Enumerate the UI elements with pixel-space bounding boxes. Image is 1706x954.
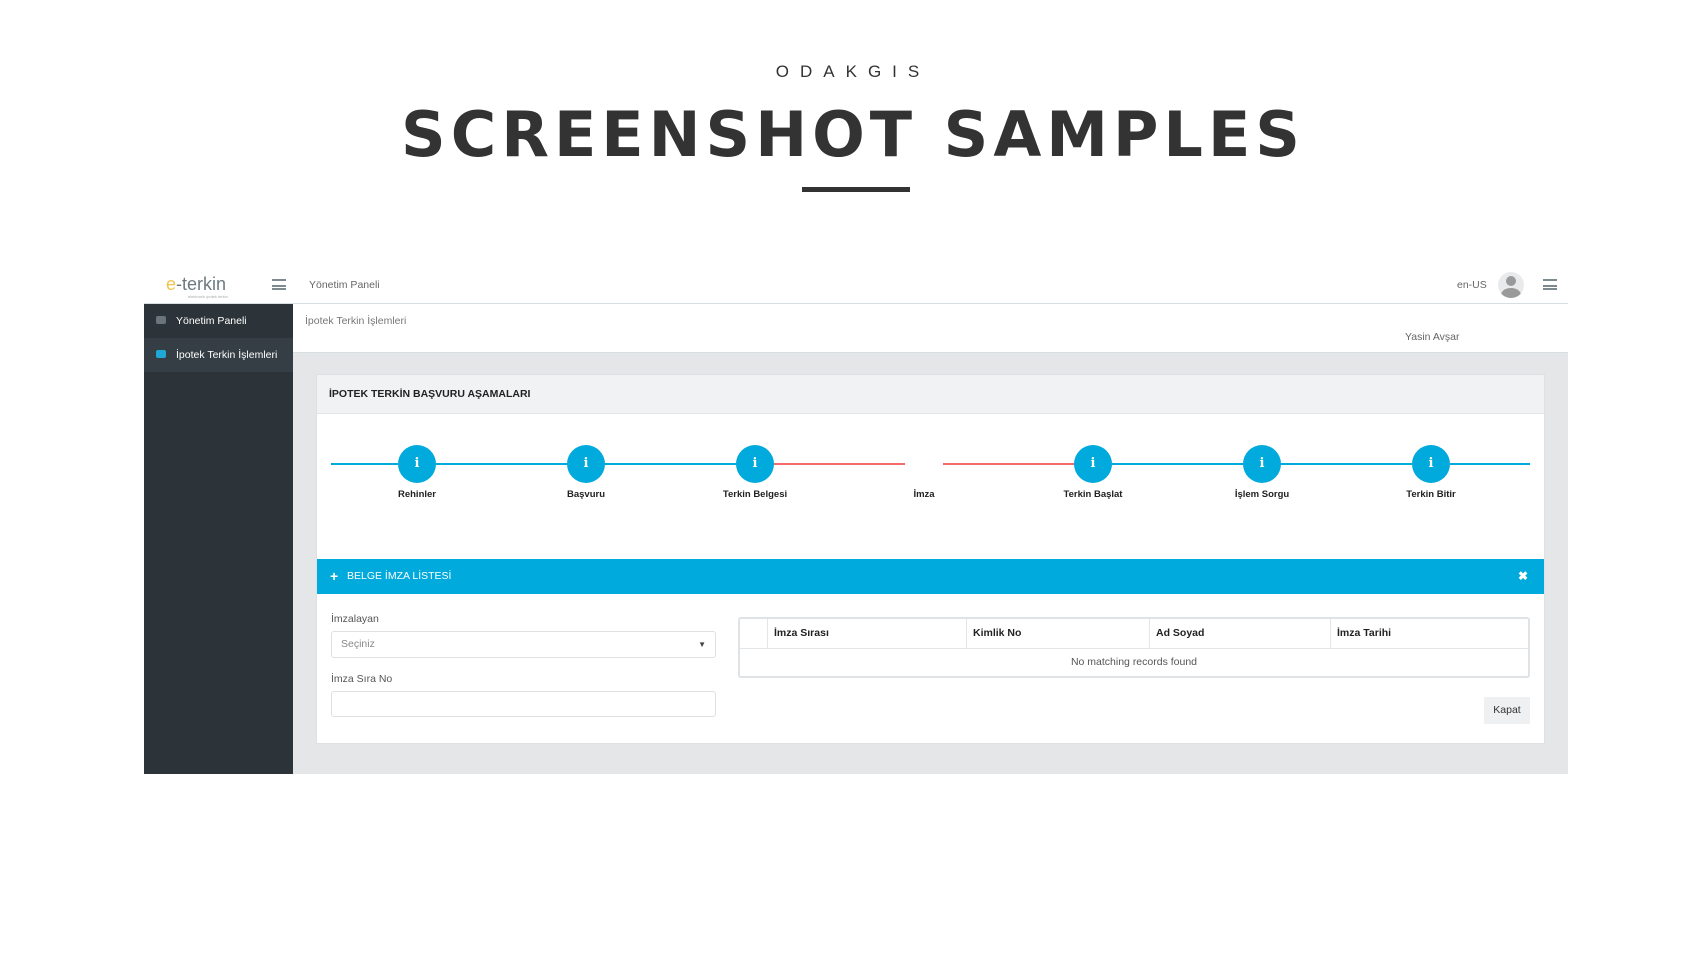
step-info-icon[interactable]: i bbox=[398, 445, 436, 483]
order-label: İmza Sıra No bbox=[331, 673, 393, 685]
step-label: İşlem Sorgu bbox=[1234, 489, 1290, 500]
step-info-icon[interactable]: i bbox=[1074, 445, 1112, 483]
sidebar-item-yonetim-paneli[interactable]: Yönetim Paneli bbox=[144, 304, 293, 338]
close-icon[interactable]: ✖ bbox=[1517, 569, 1528, 583]
logo[interactable]: e-terkin elektronik ipotek terkin bbox=[166, 274, 228, 299]
title-underline bbox=[802, 187, 910, 192]
card-title: İPOTEK TERKİN BAŞVURU AŞAMALARI bbox=[317, 375, 1544, 414]
order-input[interactable] bbox=[331, 691, 716, 717]
top-header: e-terkin elektronik ipotek terkin Yönetim… bbox=[144, 266, 1568, 304]
step-label: Terkin Başlat bbox=[1063, 489, 1123, 500]
app-window: e-terkin elektronik ipotek terkin Yönetim… bbox=[144, 266, 1568, 774]
stepper-line bbox=[331, 463, 417, 465]
column-header[interactable]: Ad Soyad bbox=[1149, 619, 1330, 648]
list-icon bbox=[156, 350, 166, 358]
locale-selector[interactable]: en-US bbox=[1457, 279, 1487, 291]
sidebar: Yönetim Paneli İpotek Terkin İşlemleri bbox=[144, 304, 293, 774]
sidebar-item-ipotek-terkin[interactable]: İpotek Terkin İşlemleri bbox=[144, 338, 293, 372]
stages-card: İPOTEK TERKİN BAŞVURU AŞAMALARI + BELGE … bbox=[316, 374, 1545, 744]
stepper-line bbox=[924, 463, 1093, 465]
empty-message: No matching records found bbox=[1070, 656, 1198, 668]
stepper-line bbox=[755, 463, 924, 465]
step-label: İmza bbox=[913, 489, 935, 500]
sidebar-toggle-icon[interactable] bbox=[272, 279, 286, 290]
panel-title: BELGE İMZA LİSTESİ bbox=[347, 570, 452, 582]
signature-table: İmza Sırası Kimlik No Ad Soyad İmza Tari… bbox=[738, 617, 1530, 678]
step-label: Terkin Bitir bbox=[1406, 489, 1456, 500]
stepper-line bbox=[417, 463, 586, 465]
breadcrumb[interactable]: İpotek Terkin İşlemleri bbox=[305, 315, 407, 327]
step-info-icon[interactable]: i bbox=[567, 445, 605, 483]
stepper-line bbox=[1093, 463, 1262, 465]
step-info-icon[interactable]: i bbox=[736, 445, 774, 483]
stepper-line bbox=[1431, 463, 1530, 465]
stepper-line bbox=[1262, 463, 1431, 465]
user-name: Yasin Avşar bbox=[1405, 331, 1460, 343]
step-label: Başvuru bbox=[566, 489, 605, 500]
plus-icon[interactable]: + bbox=[330, 568, 339, 584]
avatar[interactable] bbox=[1498, 272, 1524, 298]
signer-select[interactable]: Seçiniz ▼ bbox=[331, 631, 716, 658]
close-button[interactable]: Kapat bbox=[1484, 697, 1530, 724]
breadcrumb-bar: İpotek Terkin İşlemleri Yasin Avşar bbox=[293, 304, 1568, 353]
menu-icon[interactable] bbox=[1543, 279, 1557, 290]
column-header[interactable]: İmza Sırası bbox=[767, 619, 967, 648]
sidebar-item-label: Yönetim Paneli bbox=[176, 315, 247, 327]
dashboard-icon bbox=[156, 316, 166, 324]
select-value: Seçiniz bbox=[341, 638, 375, 650]
caret-down-icon: ▼ bbox=[698, 640, 706, 649]
stepper-line bbox=[586, 463, 755, 465]
column-header[interactable]: İmza Tarihi bbox=[1330, 619, 1528, 648]
header-breadcrumb[interactable]: Yönetim Paneli bbox=[309, 279, 380, 291]
banner-title: SCREENSHOT SAMPLES bbox=[401, 98, 1305, 171]
banner-subtitle: ODAKGIS bbox=[775, 62, 931, 81]
signature-list-panel-header[interactable]: + BELGE İMZA LİSTESİ ✖ bbox=[317, 559, 1544, 594]
step-info-icon[interactable]: i bbox=[1412, 445, 1450, 483]
step-user-icon[interactable]: 👤 bbox=[905, 445, 943, 483]
step-label: Terkin Belgesi bbox=[722, 489, 788, 500]
step-info-icon[interactable]: i bbox=[1243, 445, 1281, 483]
column-header[interactable]: Kimlik No bbox=[966, 619, 1149, 648]
signer-label: İmzalayan bbox=[331, 613, 379, 625]
step-label: Rehinler bbox=[397, 489, 436, 500]
sidebar-item-label: İpotek Terkin İşlemleri bbox=[176, 349, 278, 361]
